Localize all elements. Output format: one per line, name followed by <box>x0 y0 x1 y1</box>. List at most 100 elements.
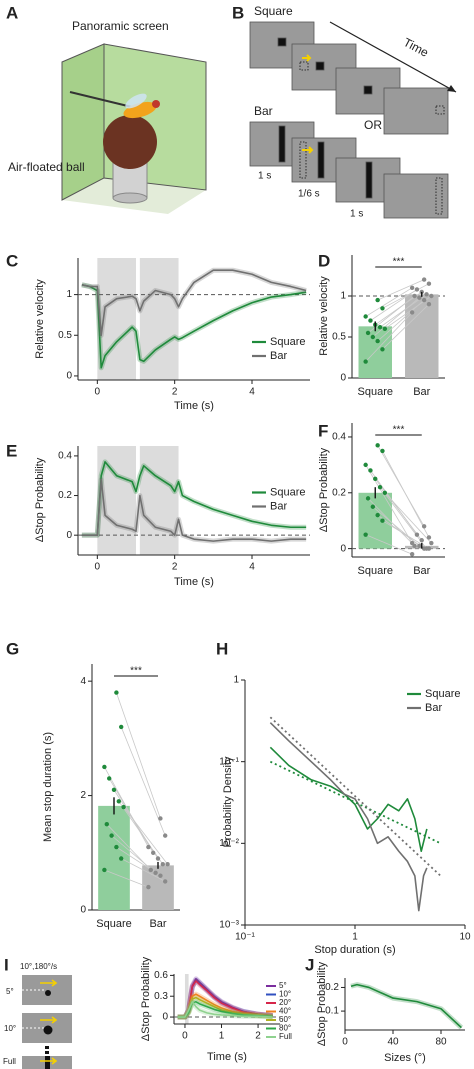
pair-line <box>377 279 425 301</box>
x-axis-title: Time (s) <box>207 1051 247 1063</box>
y-tick-label: 10⁻² <box>219 838 239 849</box>
panel-letter: H <box>216 639 228 658</box>
y-axis-title: Relative velocity <box>34 279 46 359</box>
data-point <box>409 285 415 290</box>
motion-arrow <box>40 1057 58 1065</box>
data-point <box>375 512 380 518</box>
data-point <box>363 359 368 364</box>
significance-label: *** <box>393 425 405 436</box>
time-arrow <box>329 21 457 93</box>
y-tick-label: 0 <box>340 373 346 384</box>
significance-label: *** <box>130 666 142 677</box>
legend-label: Bar <box>270 500 287 512</box>
motion-arrow <box>302 146 314 154</box>
y-tick-label: 1 <box>340 291 346 302</box>
duration-label: 1 s <box>350 209 363 220</box>
x-tick-label: Bar <box>413 565 430 577</box>
legend-label: Square <box>270 486 305 498</box>
y-tick-label: 0.2 <box>332 487 346 498</box>
x-tick-label: 40 <box>387 1037 399 1048</box>
pair-line <box>379 294 427 328</box>
data-point <box>375 443 380 448</box>
line <box>81 269 307 337</box>
or-label: OR <box>364 118 382 132</box>
duration-label: 1 s <box>258 171 271 182</box>
data-point <box>121 804 126 810</box>
stimulus-span <box>184 974 189 1024</box>
x-tick-label: Bar <box>413 386 430 398</box>
y-tick-label: 0 <box>162 1012 168 1023</box>
square-target <box>315 61 325 71</box>
pair-line <box>365 312 413 362</box>
y-tick-label: 10⁻³ <box>219 920 239 931</box>
line <box>81 461 307 536</box>
data-point <box>148 867 153 873</box>
y-axis-title: ΔStop Probability <box>140 956 152 1041</box>
stimulus-label: 10°,180°/s <box>20 962 57 971</box>
y-tick-label: 4 <box>80 676 86 687</box>
bar-previous <box>435 177 443 215</box>
data-point <box>370 504 376 509</box>
data-point <box>409 310 415 315</box>
square-target <box>277 37 287 47</box>
data-point <box>114 844 119 850</box>
holder-base <box>112 192 148 204</box>
data-point <box>414 532 420 537</box>
pair-line <box>104 869 149 888</box>
panel-letter: D <box>318 251 330 270</box>
data-point <box>382 490 388 495</box>
data-point <box>363 532 368 537</box>
motion-arrow <box>302 54 312 62</box>
y-axis-title: ΔStop Probability <box>34 457 46 542</box>
target-10 <box>43 1025 53 1035</box>
legend-label: 40° <box>279 1007 291 1016</box>
line <box>177 1000 273 1018</box>
data-point <box>412 293 417 299</box>
data-point <box>409 540 415 546</box>
data-point <box>370 334 376 340</box>
y-axis-title: Probability Density <box>222 756 234 848</box>
data-point <box>119 724 124 730</box>
ball <box>103 115 157 169</box>
pair-line <box>365 287 413 317</box>
y-tick-label: 1 <box>233 675 239 686</box>
pair-line <box>116 692 161 819</box>
data-point <box>368 468 373 473</box>
data-point <box>380 448 385 454</box>
data-point <box>160 862 165 867</box>
pair-line <box>370 470 418 535</box>
x-tick-label: Bar <box>149 918 166 930</box>
y-tick-label: 0.4 <box>332 432 346 443</box>
data-point <box>102 867 107 873</box>
bar-target <box>278 125 286 163</box>
data-point <box>368 318 373 323</box>
line <box>177 1000 273 1018</box>
y-tick-label: 0.5 <box>58 330 72 341</box>
x-tick-label: 10⁻¹ <box>235 932 255 943</box>
data-point <box>421 277 427 282</box>
data-point <box>114 690 119 695</box>
data-point <box>426 535 432 540</box>
panel-letter: C <box>6 251 18 270</box>
y-tick-label: 0.3 <box>154 991 168 1002</box>
x-axis-title: Sizes (°) <box>384 1052 426 1064</box>
size-schematic <box>22 975 72 1069</box>
legend-label: 20° <box>279 998 291 1007</box>
y-tick-label: 0.2 <box>58 490 72 501</box>
data-point <box>429 540 434 546</box>
square-label: Square <box>254 4 293 18</box>
data-point <box>377 324 383 330</box>
panel-letter: A <box>6 3 18 22</box>
x-axis-title: Stop duration (s) <box>314 944 395 956</box>
data-point <box>426 302 432 307</box>
y-tick-label: 0.1 <box>325 1006 339 1017</box>
data-point <box>365 330 371 336</box>
data-point <box>426 281 432 286</box>
data-point <box>109 833 114 838</box>
data-point <box>158 873 163 878</box>
line <box>81 478 307 542</box>
data-point <box>116 799 122 804</box>
data-point <box>119 856 124 861</box>
time-arrow-head <box>447 85 456 92</box>
significance-label: *** <box>393 257 405 268</box>
